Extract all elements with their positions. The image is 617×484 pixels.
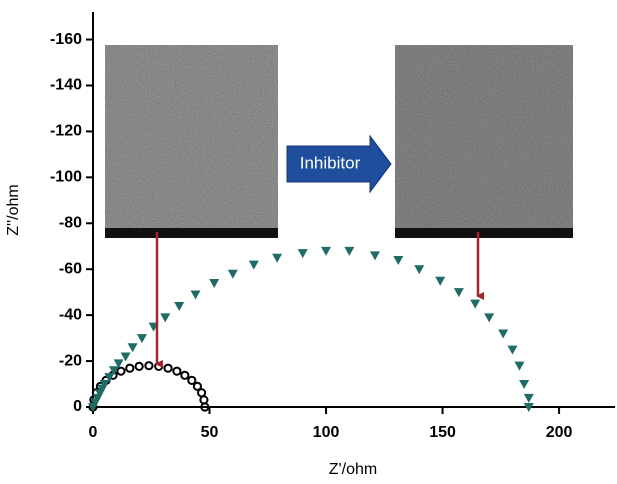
data-point (173, 368, 180, 375)
data-point (519, 380, 529, 389)
data-point (321, 247, 331, 256)
data-point (117, 368, 124, 375)
data-point (393, 256, 403, 265)
data-point (454, 288, 464, 297)
data-point (228, 270, 238, 279)
data-point (174, 302, 184, 311)
data-point (188, 377, 195, 384)
x-axis-label: Z'/ohm (329, 461, 377, 478)
x-tick-label: 0 (89, 424, 98, 441)
data-point (126, 365, 133, 372)
data-point (272, 254, 282, 263)
x-tick-label: 100 (313, 424, 340, 441)
data-point (145, 362, 152, 369)
y-tick-label: 0 (73, 398, 82, 415)
data-point (524, 394, 534, 403)
y-tick-label: -160 (50, 31, 82, 48)
x-tick-label: 150 (429, 424, 456, 441)
data-point (200, 396, 207, 403)
data-point (181, 372, 188, 379)
data-point (435, 277, 445, 286)
annotation: Inhibitor (300, 153, 361, 172)
chart: 0 -20 -40 -60 -80 -100 -120 -140 -160 0 50 100 150 20… (0, 0, 617, 484)
data-point (137, 334, 147, 343)
data-point (298, 249, 308, 258)
y-tick-label: -100 (50, 169, 82, 186)
data-point (514, 362, 524, 371)
data-point (414, 265, 424, 274)
data-point (507, 346, 517, 355)
sem-footer (395, 228, 573, 238)
data-point (136, 363, 143, 370)
x-tick-label: 200 (546, 424, 573, 441)
data-point (160, 313, 170, 322)
y-tick-label: -40 (59, 306, 82, 323)
data-point (128, 343, 138, 352)
data-point (470, 300, 480, 309)
y-tick-label: -20 (59, 352, 82, 369)
x-tick-label: 50 (201, 424, 219, 441)
data-point (344, 247, 354, 256)
y-axis-label: Z''/ohm (5, 184, 22, 235)
y-tick-label: -80 (59, 214, 82, 231)
data-point (209, 279, 219, 288)
data-point (198, 389, 205, 396)
y-tick-label: -60 (59, 260, 82, 277)
data-point (249, 261, 259, 270)
sem-texture (395, 45, 573, 238)
data-point (484, 313, 494, 322)
data-point (370, 251, 380, 260)
y-tick-label: -120 (50, 123, 82, 140)
y-tick-label: -140 (50, 77, 82, 94)
sem-footer (105, 228, 278, 238)
sem-texture (105, 45, 278, 238)
data-point (164, 365, 171, 372)
data-point (498, 330, 508, 339)
data-point (191, 290, 201, 299)
